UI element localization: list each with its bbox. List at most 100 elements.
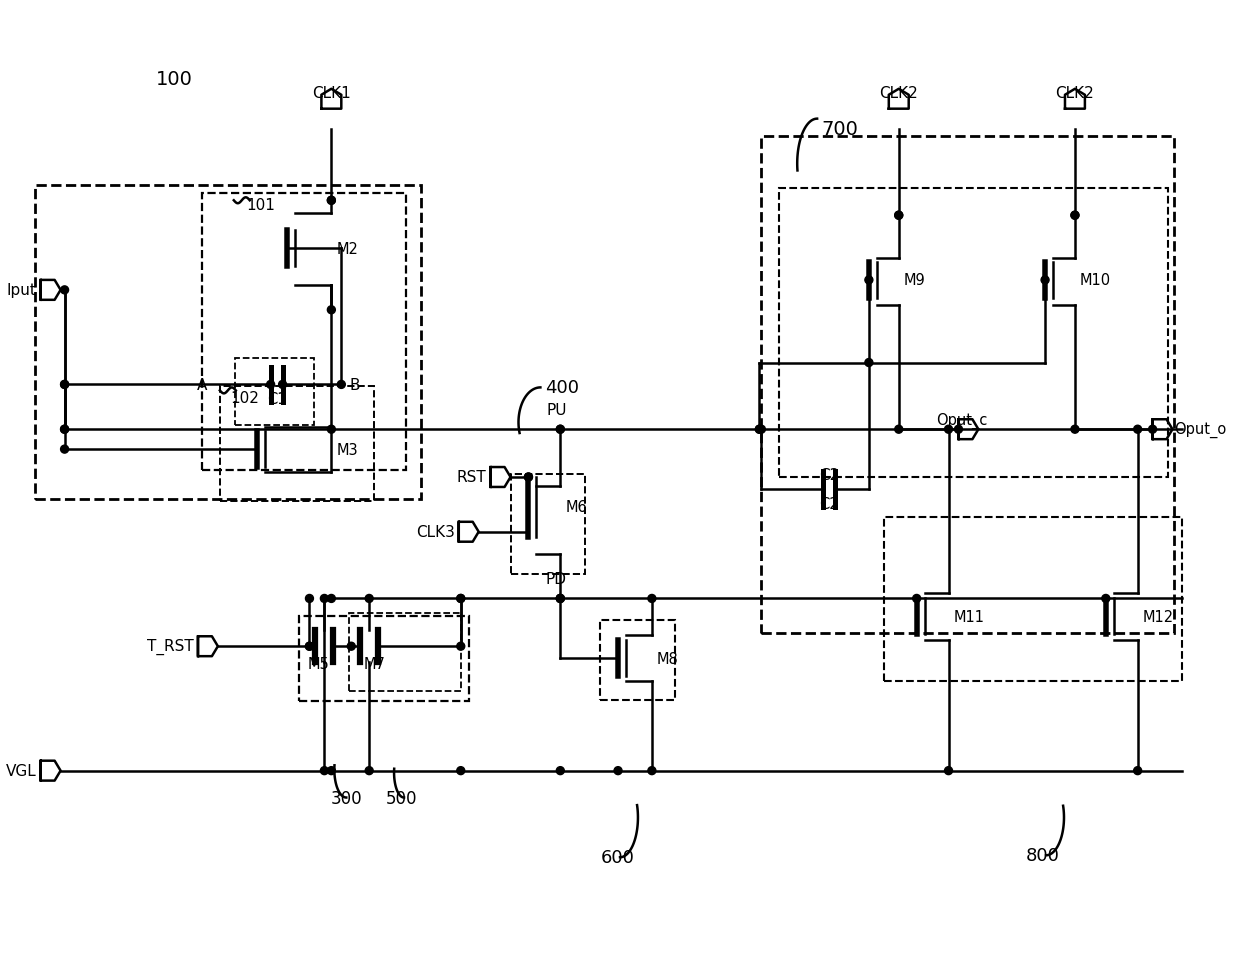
Circle shape (321, 595, 328, 603)
Circle shape (61, 287, 68, 294)
Circle shape (457, 642, 465, 651)
Text: M5: M5 (307, 657, 330, 672)
Text: 600: 600 (601, 848, 634, 866)
Circle shape (865, 276, 872, 285)
Circle shape (306, 642, 313, 651)
Text: CLK3: CLK3 (416, 525, 455, 539)
Circle shape (327, 197, 336, 205)
Circle shape (327, 197, 336, 205)
Circle shape (321, 767, 328, 775)
Bar (235, 358, 315, 426)
Circle shape (556, 767, 564, 775)
Circle shape (556, 426, 564, 434)
Text: Iput: Iput (7, 283, 37, 298)
Text: C2: C2 (819, 497, 839, 512)
Circle shape (327, 767, 336, 775)
Circle shape (61, 381, 68, 389)
Circle shape (1041, 276, 1049, 285)
Circle shape (366, 767, 373, 775)
Text: M8: M8 (657, 651, 679, 666)
Circle shape (1134, 767, 1141, 775)
Circle shape (944, 767, 953, 775)
Text: CLK2: CLK2 (1056, 86, 1094, 101)
Bar (300, 617, 468, 701)
Circle shape (61, 426, 68, 434)
Circle shape (756, 426, 763, 434)
Circle shape (756, 426, 763, 434)
Text: Oput_o: Oput_o (1175, 421, 1227, 437)
Circle shape (913, 595, 921, 603)
Bar (883, 517, 1182, 681)
Text: VGL: VGL (6, 763, 37, 779)
Circle shape (61, 446, 68, 454)
Circle shape (954, 426, 963, 434)
Text: 102: 102 (229, 391, 259, 406)
Circle shape (556, 595, 564, 603)
Circle shape (1101, 595, 1110, 603)
Text: CLK1: CLK1 (312, 86, 351, 101)
Text: 700: 700 (821, 119, 857, 138)
Circle shape (1070, 212, 1079, 220)
Bar (600, 620, 675, 700)
Circle shape (556, 595, 564, 603)
Circle shape (266, 381, 275, 389)
Text: B: B (349, 377, 359, 393)
Circle shape (457, 595, 465, 603)
Text: RST: RST (457, 470, 487, 485)
Circle shape (457, 767, 465, 775)
Text: M6: M6 (565, 499, 587, 515)
Text: 800: 800 (1026, 846, 1061, 864)
Text: 100: 100 (156, 71, 192, 90)
Circle shape (61, 426, 68, 434)
Bar (202, 194, 406, 471)
Bar (779, 189, 1167, 477)
Text: 101: 101 (247, 198, 275, 213)
Text: 300: 300 (331, 789, 362, 806)
Text: M7: M7 (363, 657, 385, 672)
Text: PD: PD (546, 572, 566, 587)
Circle shape (895, 426, 903, 434)
Text: 400: 400 (545, 379, 580, 397)
Circle shape (457, 595, 465, 603)
Circle shape (648, 767, 655, 775)
Text: M9: M9 (903, 274, 926, 288)
Circle shape (279, 381, 286, 389)
Text: Oput_c: Oput_c (935, 412, 987, 428)
Bar (762, 136, 1175, 634)
Circle shape (1149, 426, 1156, 434)
Circle shape (648, 595, 655, 603)
Circle shape (524, 474, 533, 481)
Circle shape (895, 212, 903, 220)
Circle shape (306, 642, 313, 651)
Text: M10: M10 (1080, 274, 1111, 288)
Text: T_RST: T_RST (147, 639, 195, 655)
Circle shape (1070, 212, 1079, 220)
Circle shape (337, 381, 346, 389)
Text: M12: M12 (1142, 609, 1173, 624)
Circle shape (556, 595, 564, 603)
Bar (35, 186, 421, 499)
Text: M2: M2 (336, 241, 358, 256)
Bar (219, 387, 374, 501)
Circle shape (327, 426, 336, 434)
Text: M3: M3 (336, 442, 358, 457)
Circle shape (347, 642, 356, 651)
Circle shape (61, 381, 68, 389)
Text: C1: C1 (266, 392, 286, 407)
Circle shape (524, 474, 533, 481)
Circle shape (615, 767, 622, 775)
Circle shape (1134, 426, 1141, 434)
Text: CLK2: CLK2 (880, 86, 918, 101)
Circle shape (757, 426, 766, 434)
Circle shape (944, 426, 953, 434)
Circle shape (865, 359, 872, 367)
Circle shape (1070, 426, 1079, 434)
Circle shape (556, 426, 564, 434)
Circle shape (306, 595, 313, 603)
Text: A: A (197, 377, 207, 393)
Text: M11: M11 (954, 609, 985, 624)
Text: C2: C2 (819, 468, 839, 482)
Circle shape (895, 212, 903, 220)
Circle shape (327, 595, 336, 603)
Circle shape (327, 307, 336, 314)
